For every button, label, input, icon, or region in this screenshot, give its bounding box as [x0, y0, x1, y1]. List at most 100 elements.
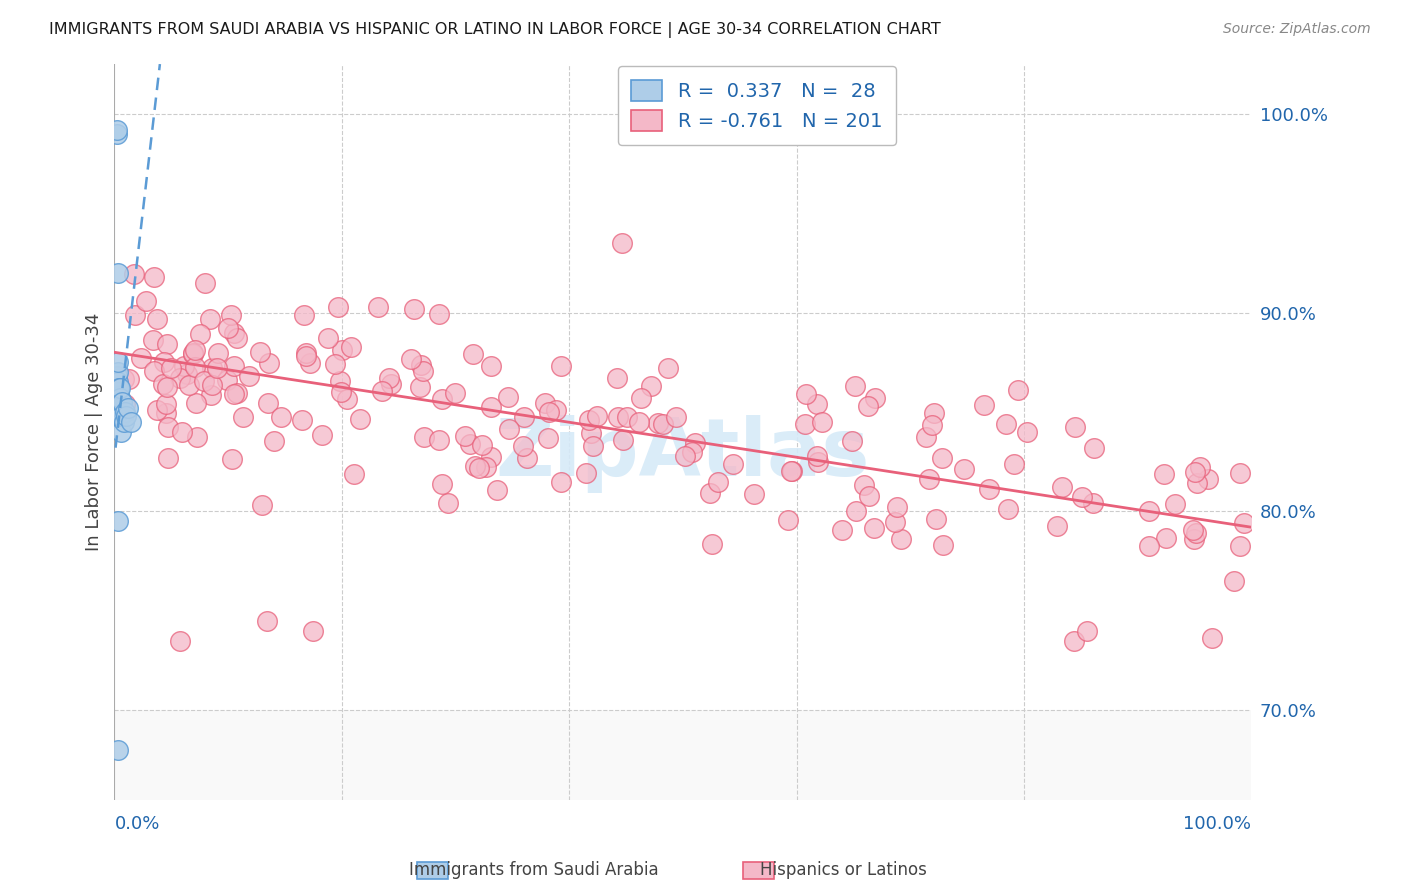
- Point: [143, 364, 166, 378]
- Point: [831, 523, 853, 537]
- Point: [616, 409, 638, 424]
- Point: [107, 743, 129, 757]
- Point: [177, 378, 200, 392]
- Point: [336, 392, 359, 406]
- Point: [105, 122, 128, 136]
- Point: [328, 300, 350, 314]
- Point: [292, 308, 315, 322]
- Point: [586, 409, 609, 424]
- Point: [329, 374, 352, 388]
- Point: [1063, 633, 1085, 648]
- Point: [430, 477, 453, 491]
- Point: [291, 413, 314, 427]
- Point: [1229, 467, 1251, 481]
- Point: [124, 308, 146, 322]
- Point: [108, 381, 131, 395]
- Point: [117, 401, 139, 415]
- Point: [436, 496, 458, 510]
- Point: [932, 538, 955, 552]
- Point: [699, 485, 721, 500]
- Point: [612, 433, 634, 447]
- Point: [647, 417, 669, 431]
- Point: [1076, 624, 1098, 638]
- Point: [124, 267, 146, 281]
- Point: [806, 397, 828, 411]
- Point: [550, 359, 572, 373]
- Point: [194, 277, 217, 291]
- Point: [105, 127, 128, 141]
- Point: [1137, 504, 1160, 518]
- Point: [117, 372, 139, 386]
- Point: [330, 343, 353, 357]
- Point: [107, 355, 129, 369]
- Point: [841, 434, 863, 449]
- Point: [367, 300, 389, 314]
- Point: [607, 410, 630, 425]
- Point: [110, 409, 132, 423]
- Point: [427, 307, 450, 321]
- Point: [107, 365, 129, 379]
- Point: [181, 347, 204, 361]
- Point: [1197, 472, 1219, 486]
- Point: [232, 410, 254, 425]
- Point: [1153, 467, 1175, 482]
- Point: [108, 391, 131, 405]
- Point: [470, 438, 492, 452]
- Point: [238, 368, 260, 383]
- Point: [467, 460, 489, 475]
- Point: [706, 475, 728, 490]
- Point: [112, 415, 135, 429]
- Point: [107, 514, 129, 528]
- Point: [107, 385, 129, 400]
- Point: [411, 359, 433, 373]
- Point: [157, 419, 180, 434]
- Point: [176, 367, 198, 381]
- Point: [329, 384, 352, 399]
- Point: [143, 270, 166, 285]
- Point: [1163, 497, 1185, 511]
- Point: [270, 410, 292, 425]
- Point: [845, 504, 868, 518]
- Point: [184, 396, 207, 410]
- Point: [1182, 523, 1205, 537]
- Point: [412, 363, 434, 377]
- Text: ZipAtlas: ZipAtlas: [496, 415, 870, 493]
- Point: [1063, 419, 1085, 434]
- Point: [994, 417, 1017, 431]
- Point: [299, 356, 322, 370]
- Point: [918, 472, 941, 486]
- Point: [224, 387, 246, 401]
- Point: [1184, 465, 1206, 479]
- Point: [1188, 460, 1211, 475]
- Point: [186, 430, 208, 444]
- Point: [343, 467, 366, 482]
- Point: [742, 487, 765, 501]
- Legend: R =  0.337   N =  28, R = -0.761   N = 201: R = 0.337 N = 28, R = -0.761 N = 201: [617, 66, 896, 145]
- Point: [1070, 490, 1092, 504]
- Point: [217, 320, 239, 334]
- Point: [295, 345, 318, 359]
- Point: [952, 462, 974, 476]
- Point: [294, 349, 316, 363]
- Point: [582, 439, 605, 453]
- Point: [108, 405, 131, 419]
- Point: [157, 450, 180, 465]
- Point: [890, 532, 912, 546]
- Point: [1182, 532, 1205, 546]
- Point: [1201, 631, 1223, 645]
- Point: [184, 343, 207, 358]
- Point: [1052, 480, 1074, 494]
- Point: [198, 312, 221, 326]
- Point: [886, 500, 908, 514]
- Point: [1081, 496, 1104, 510]
- Point: [464, 458, 486, 473]
- Bar: [114, 710, 1251, 799]
- Point: [673, 449, 696, 463]
- Text: Immigrants from Saudi Arabia: Immigrants from Saudi Arabia: [409, 861, 659, 879]
- Point: [1046, 519, 1069, 533]
- Point: [200, 387, 222, 401]
- Point: [129, 351, 152, 365]
- Point: [114, 397, 136, 411]
- Point: [454, 429, 477, 443]
- Point: [107, 395, 129, 409]
